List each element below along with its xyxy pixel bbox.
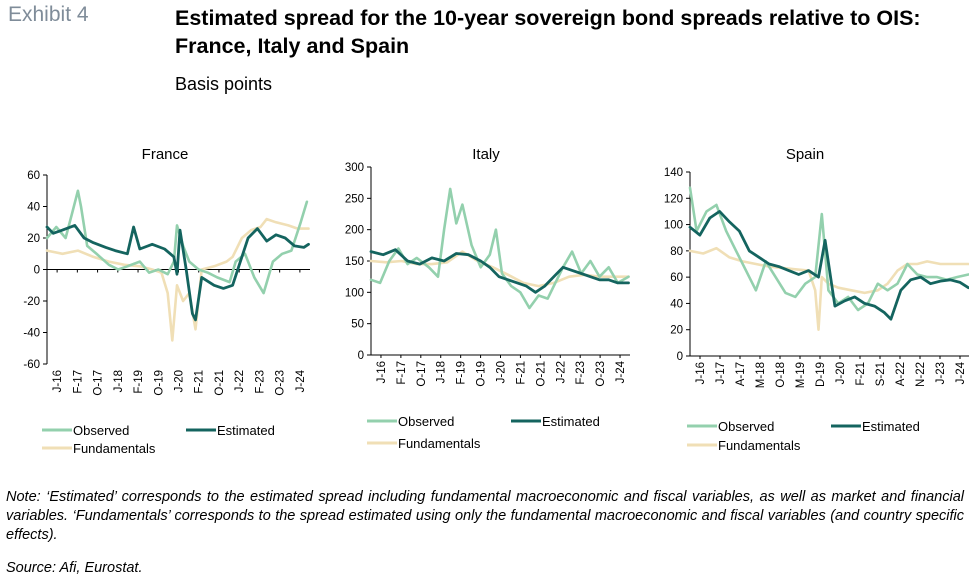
x-tick-label: J-23 xyxy=(935,362,947,384)
y-tick-label: 100 xyxy=(664,220,683,232)
x-tick-label: O-21 xyxy=(214,370,226,396)
chart-france: France -60 -40 -20 0 20 40 60 J-16 F-17 O-17 J-18 F-… xyxy=(0,138,324,468)
legend-label: Fundamentals xyxy=(718,438,801,453)
y-tick-label: -40 xyxy=(23,328,40,340)
y-tick-label: -60 xyxy=(23,359,40,371)
y-tick-label: 0 xyxy=(34,265,40,277)
y-tick-label: 60 xyxy=(27,170,40,182)
legend-label: Observed xyxy=(73,423,129,438)
x-tick-label: J-22 xyxy=(555,361,567,383)
y-tick-label: 0 xyxy=(358,350,364,362)
y-tick-label: 60 xyxy=(670,272,683,284)
y-tick-label: 20 xyxy=(670,325,683,337)
series-line-estimated xyxy=(688,210,969,321)
series-line-fundamentals xyxy=(688,246,969,331)
x-tick-label: J-17 xyxy=(715,362,727,384)
x-tick-label: O-18 xyxy=(775,362,787,388)
x-tick-label: J-16 xyxy=(376,361,388,383)
y-tick-label: 150 xyxy=(345,256,364,268)
legend-label: Observed xyxy=(398,414,454,429)
source-note: Source: Afi, Eurostat. xyxy=(6,560,143,576)
y-tick-label: 50 xyxy=(351,319,364,331)
series-line-estimated xyxy=(45,224,310,322)
legend-label: Estimated xyxy=(542,414,600,429)
chart-spain: Spain 0 20 40 60 80 100 120 140 J-16 J-17 A-17 M-18 O… xyxy=(645,138,969,468)
y-tick-label: 80 xyxy=(670,246,683,258)
x-tick-label: O-23 xyxy=(595,361,607,387)
exhibit-label: Exhibit 4 xyxy=(8,3,89,26)
x-tick-label: F-19 xyxy=(133,370,145,394)
y-tick-label: 200 xyxy=(345,225,364,237)
series-line-observed xyxy=(688,186,969,312)
footnote: Note: ‘Estimated’ corresponds to the est… xyxy=(6,489,964,543)
x-tick-label: O-17 xyxy=(93,370,105,396)
legend-label: Observed xyxy=(718,419,774,434)
x-tick-label: J-16 xyxy=(695,362,707,384)
x-tick-label: J-20 xyxy=(835,362,847,384)
x-tick-label: F-17 xyxy=(72,370,84,394)
x-tick-label: O-21 xyxy=(535,361,547,387)
x-tick-label: O-19 xyxy=(153,370,165,396)
y-tick-label: 100 xyxy=(345,287,364,299)
y-tick-label: 250 xyxy=(345,193,364,205)
chart-svg: Italy 0 50 100 150 200 250 300 J-16 F-17 O-17 J-18 F… xyxy=(345,146,630,451)
x-tick-label: F-17 xyxy=(396,361,408,385)
x-tick-label: J-18 xyxy=(113,370,125,392)
y-tick-label: 20 xyxy=(27,233,40,245)
y-tick-label: 140 xyxy=(664,167,683,179)
legend-label: Fundamentals xyxy=(398,436,481,451)
x-tick-label: J-20 xyxy=(496,361,508,383)
x-tick-label: F-19 xyxy=(456,361,468,385)
legend-label: Estimated xyxy=(217,423,275,438)
x-tick-label: J-16 xyxy=(52,370,64,392)
x-tick-label: J-20 xyxy=(174,370,186,392)
y-tick-label: 40 xyxy=(670,298,683,310)
series-line-observed xyxy=(369,187,630,310)
y-tick-label: 300 xyxy=(345,162,364,174)
panel-title: Italy xyxy=(472,146,500,163)
x-tick-label: O-19 xyxy=(476,361,488,387)
figure-subtitle: Basis points xyxy=(175,74,273,94)
x-tick-label: F-21 xyxy=(515,361,527,385)
x-tick-label: F-21 xyxy=(855,362,867,386)
panel-title: France xyxy=(142,146,189,163)
series-line-estimated xyxy=(369,248,630,294)
chart-italy: Italy 0 50 100 150 200 250 300 J-16 F-17 O-17 J-18 F… xyxy=(325,138,649,468)
y-tick-label: 40 xyxy=(27,202,40,214)
figure-title: Estimated spread for the 10-year soverei… xyxy=(175,6,921,58)
x-tick-label: J-18 xyxy=(436,361,448,383)
x-tick-label: F-23 xyxy=(254,370,266,394)
y-tick-label: 0 xyxy=(677,351,683,363)
y-tick-label: 120 xyxy=(664,193,683,205)
x-tick-label: N-22 xyxy=(915,362,927,387)
x-tick-label: F-23 xyxy=(575,361,587,385)
x-tick-label: F-21 xyxy=(194,370,206,394)
x-tick-label: D-19 xyxy=(815,362,827,387)
legend-label: Fundamentals xyxy=(73,441,156,456)
x-tick-label: M-18 xyxy=(755,362,767,388)
x-tick-label: S-21 xyxy=(875,362,887,386)
y-tick-label: -20 xyxy=(23,296,40,308)
chart-svg: Spain 0 20 40 60 80 100 120 140 J-16 J-17 A-17 M-18 O… xyxy=(664,146,969,453)
x-tick-label: J-24 xyxy=(295,369,307,392)
series-line-observed xyxy=(45,189,309,295)
x-tick-label: J-24 xyxy=(615,360,627,383)
x-tick-label: O-17 xyxy=(416,361,428,387)
panel-title: Spain xyxy=(786,146,824,163)
x-tick-label: J-22 xyxy=(234,370,246,392)
x-tick-label: M-19 xyxy=(795,362,807,388)
x-tick-label: A-17 xyxy=(735,362,747,386)
legend-label: Estimated xyxy=(862,419,920,434)
x-tick-label: J-24 xyxy=(955,361,967,384)
chart-svg: France -60 -40 -20 0 20 40 60 J-16 F-17 O-17 J-18 F-… xyxy=(23,146,310,456)
x-tick-label: O-23 xyxy=(275,370,287,396)
x-tick-label: A-22 xyxy=(895,362,907,386)
